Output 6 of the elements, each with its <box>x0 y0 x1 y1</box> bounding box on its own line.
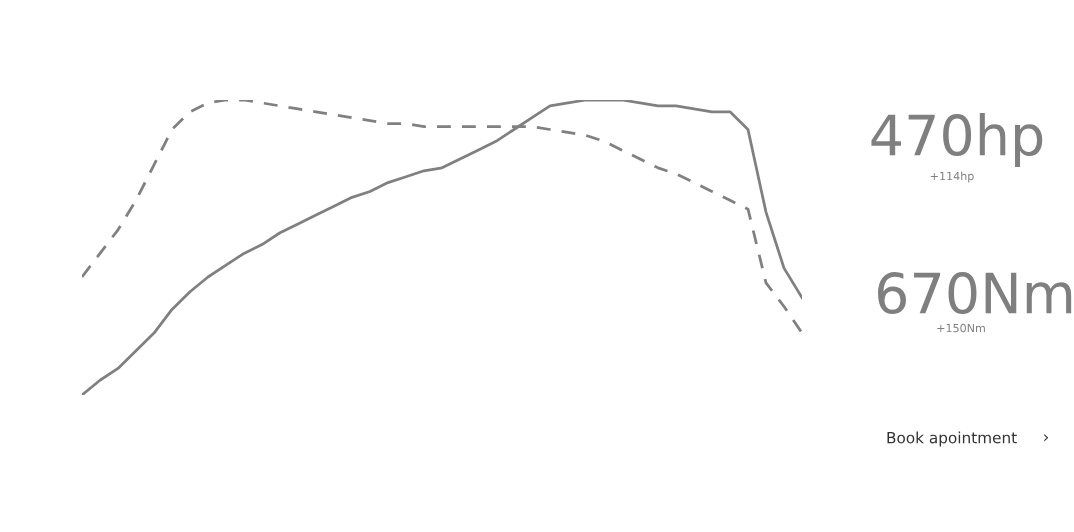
text: 670Nm <box>878 272 1072 315</box>
text: +114hp <box>930 171 974 183</box>
text: Book apointment <box>887 431 1017 447</box>
text: +150Nm <box>937 323 985 333</box>
text: 470hp <box>871 113 1043 167</box>
text: › <box>1044 433 1049 442</box>
